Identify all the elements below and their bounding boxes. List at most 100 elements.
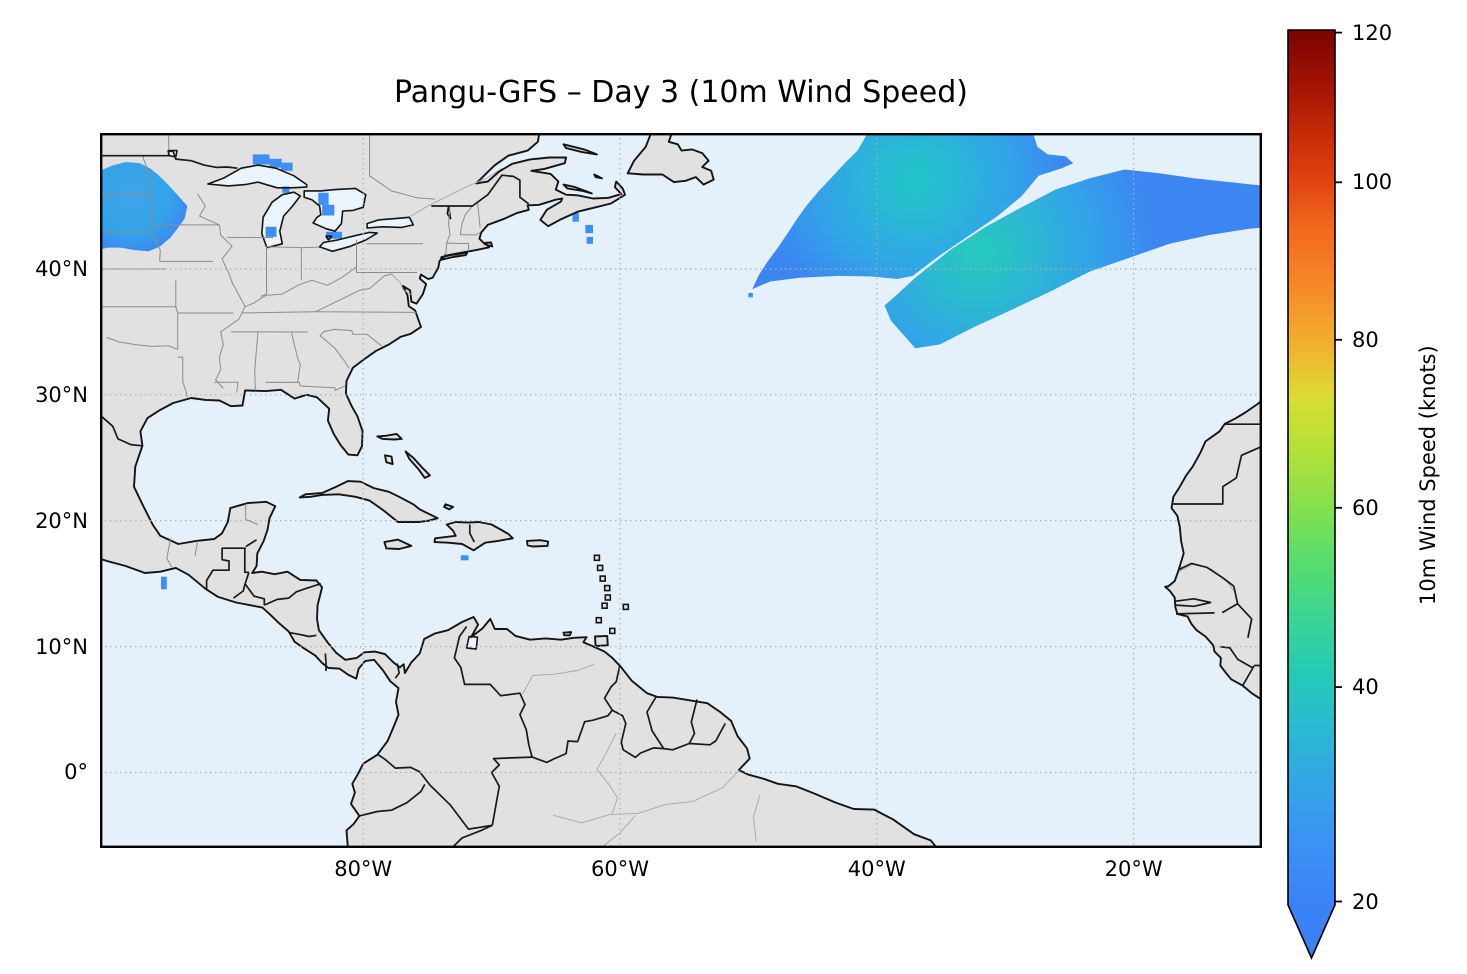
lat-tick-label: 0°: [64, 760, 88, 785]
island-dot: [601, 602, 608, 610]
state-line: [214, 381, 239, 393]
border-nicaragua-costarica: [289, 631, 317, 638]
land-africa: [1165, 400, 1262, 701]
lake-shoreline: [207, 164, 308, 189]
border-venezuela-brazil: [531, 709, 613, 764]
colorbar-bar: [1287, 29, 1336, 960]
state-line: [315, 299, 340, 313]
land-cuba: [299, 481, 438, 522]
colorbar-tick-label: 60: [1352, 495, 1379, 520]
border-sierraleone-liberia: [1241, 665, 1256, 687]
state-line: [443, 205, 451, 256]
coastline: [443, 503, 455, 511]
colorbar-tick-label: 120: [1352, 20, 1393, 45]
state-line: [266, 246, 319, 249]
island-dot: [596, 564, 604, 572]
border-wsahara-mauritania: [1172, 445, 1262, 505]
state-line: [319, 331, 350, 369]
state-line: [141, 155, 152, 195]
lake-shoreline: [366, 216, 415, 229]
border-guatemala-elsalvador: [232, 583, 246, 599]
border-us-canada-east: [431, 174, 530, 207]
colorbar-tick-label: 80: [1352, 327, 1379, 352]
wind-speck: [252, 154, 270, 165]
lon-tick-label: 40°W: [847, 857, 906, 881]
lat-tick-label: 20°N: [35, 508, 88, 533]
state-line: [323, 328, 383, 347]
potomac-river: [391, 273, 412, 296]
coastline: [562, 631, 573, 637]
border-guyana-suriname: [646, 696, 665, 750]
border-mexico-guatemala: [205, 547, 246, 590]
land-newfoundland: [627, 133, 714, 185]
st-lawrence-river: [410, 167, 503, 217]
map-frame: [100, 133, 1262, 848]
border-venezuela-guyana: [603, 664, 621, 711]
land-puerto-rico: [526, 540, 549, 547]
state-line: [369, 133, 436, 200]
state-line: [338, 273, 392, 301]
lon-tick-label: 20°W: [1104, 857, 1163, 881]
coastline: [626, 133, 715, 186]
border-honduras-nicaragua: [263, 582, 322, 606]
coastline: [562, 143, 598, 156]
state-line: [459, 205, 473, 235]
island-dot: [622, 603, 630, 611]
coastline: [594, 634, 609, 647]
wind-atlantic-band-south: [884, 169, 1262, 349]
map-canvas: [100, 133, 1262, 848]
wind-northern-plains-blob: [100, 162, 188, 252]
lon-tick-label: 60°W: [591, 857, 649, 881]
state-line: [290, 331, 301, 383]
border-suriname-frguiana: [688, 699, 698, 744]
border-suriname-brazil: [663, 722, 727, 751]
border-guinea-mali: [1236, 603, 1253, 638]
lake-lake-superior: [207, 165, 307, 188]
wind-speck: [322, 204, 335, 216]
wind-speck: [281, 162, 293, 171]
lake-shoreline: [261, 191, 302, 249]
border-haiti-dominican: [468, 524, 476, 543]
island-dot: [593, 554, 601, 562]
border-mexico-belize: [245, 539, 258, 548]
state-line: [197, 193, 220, 226]
border-colombia-brazil: [490, 756, 533, 826]
lake-shoreline: [325, 235, 333, 241]
state-line: [177, 356, 188, 398]
wind-atlantic-band-north: [752, 133, 1074, 290]
wind-speck: [161, 576, 167, 590]
colorbar-tick-label: 100: [1352, 170, 1393, 195]
state-line: [175, 280, 179, 350]
land-bahamas-3: [405, 451, 430, 478]
border-mauritania-senegal: [1178, 562, 1235, 587]
border-guatemala-belize: [243, 548, 249, 574]
lake-shoreline: [465, 635, 479, 650]
state-line: [106, 336, 178, 350]
border-costarica-panama: [324, 653, 327, 672]
coastline: [525, 539, 550, 548]
border-guatemala-honduras: [244, 572, 250, 585]
state-line: [194, 540, 199, 557]
border-senegal-guineabissau: [1175, 612, 1215, 615]
island-dot: [608, 627, 616, 635]
colorbar: [1287, 29, 1342, 960]
island-dot: [599, 575, 607, 582]
border-guinea-sierraleone: [1219, 645, 1254, 669]
border-liberia-guinea: [1254, 664, 1262, 667]
wind-speck: [269, 158, 282, 168]
colorbar-tick-label: 20: [1352, 889, 1379, 914]
state-line: [460, 232, 481, 236]
wind-speck: [282, 186, 290, 193]
border-panama-colombia: [394, 663, 401, 679]
wind-speck: [585, 224, 593, 234]
state-line: [254, 331, 259, 391]
border-colombia-venezuela: [453, 626, 533, 758]
coastline: [433, 521, 514, 552]
coastline: [384, 454, 394, 466]
island-dot: [603, 584, 611, 592]
coastline: [298, 480, 439, 523]
state-line: [245, 503, 259, 525]
coastline: [404, 450, 431, 479]
state-line: [150, 194, 153, 225]
lat-tick-label: 30°N: [35, 382, 88, 407]
